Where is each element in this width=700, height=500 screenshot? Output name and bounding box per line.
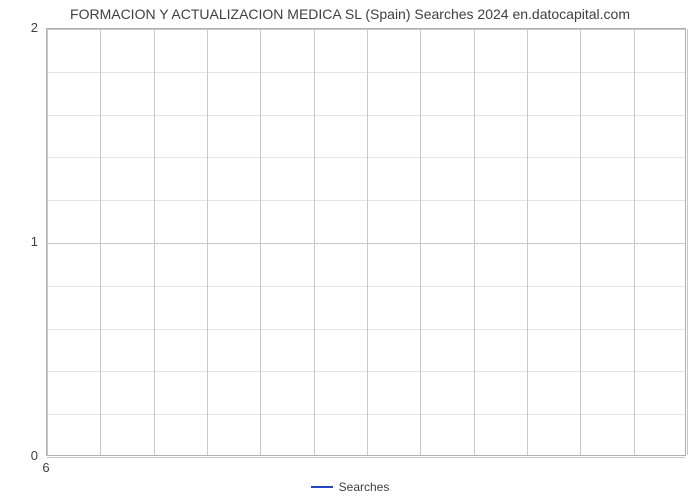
gridline-h-minor (47, 329, 685, 330)
gridline-v-major (367, 29, 368, 455)
gridline-v-major (527, 29, 528, 455)
gridline-v-major (580, 29, 581, 455)
gridline-h-minor (47, 200, 685, 201)
gridline-v-major (154, 29, 155, 455)
gridline-v-major (314, 29, 315, 455)
gridline-h-minor (47, 371, 685, 372)
legend-swatch (311, 486, 333, 488)
gridline-v-major (207, 29, 208, 455)
gridline-v-major (474, 29, 475, 455)
chart-container: FORMACION Y ACTUALIZACION MEDICA SL (Spa… (0, 0, 700, 500)
gridline-v-major (47, 29, 48, 455)
gridline-v-major (260, 29, 261, 455)
chart-title: FORMACION Y ACTUALIZACION MEDICA SL (Spa… (0, 6, 700, 22)
gridline-v-major (420, 29, 421, 455)
gridline-h-major (47, 457, 685, 458)
gridline-v-major (687, 29, 688, 455)
gridline-h-major (47, 29, 685, 30)
legend-label: Searches (339, 480, 390, 494)
gridline-h-minor (47, 72, 685, 73)
gridline-v-major (634, 29, 635, 455)
gridline-h-minor (47, 286, 685, 287)
plot-area (46, 28, 686, 456)
ytick-label: 1 (0, 234, 38, 249)
legend: Searches (0, 480, 700, 494)
gridline-v-major (100, 29, 101, 455)
gridline-h-minor (47, 414, 685, 415)
gridline-h-minor (47, 157, 685, 158)
gridline-h-minor (47, 115, 685, 116)
ytick-label: 2 (0, 20, 38, 35)
xtick-label: 6 (31, 460, 61, 475)
gridline-h-major (47, 243, 685, 244)
